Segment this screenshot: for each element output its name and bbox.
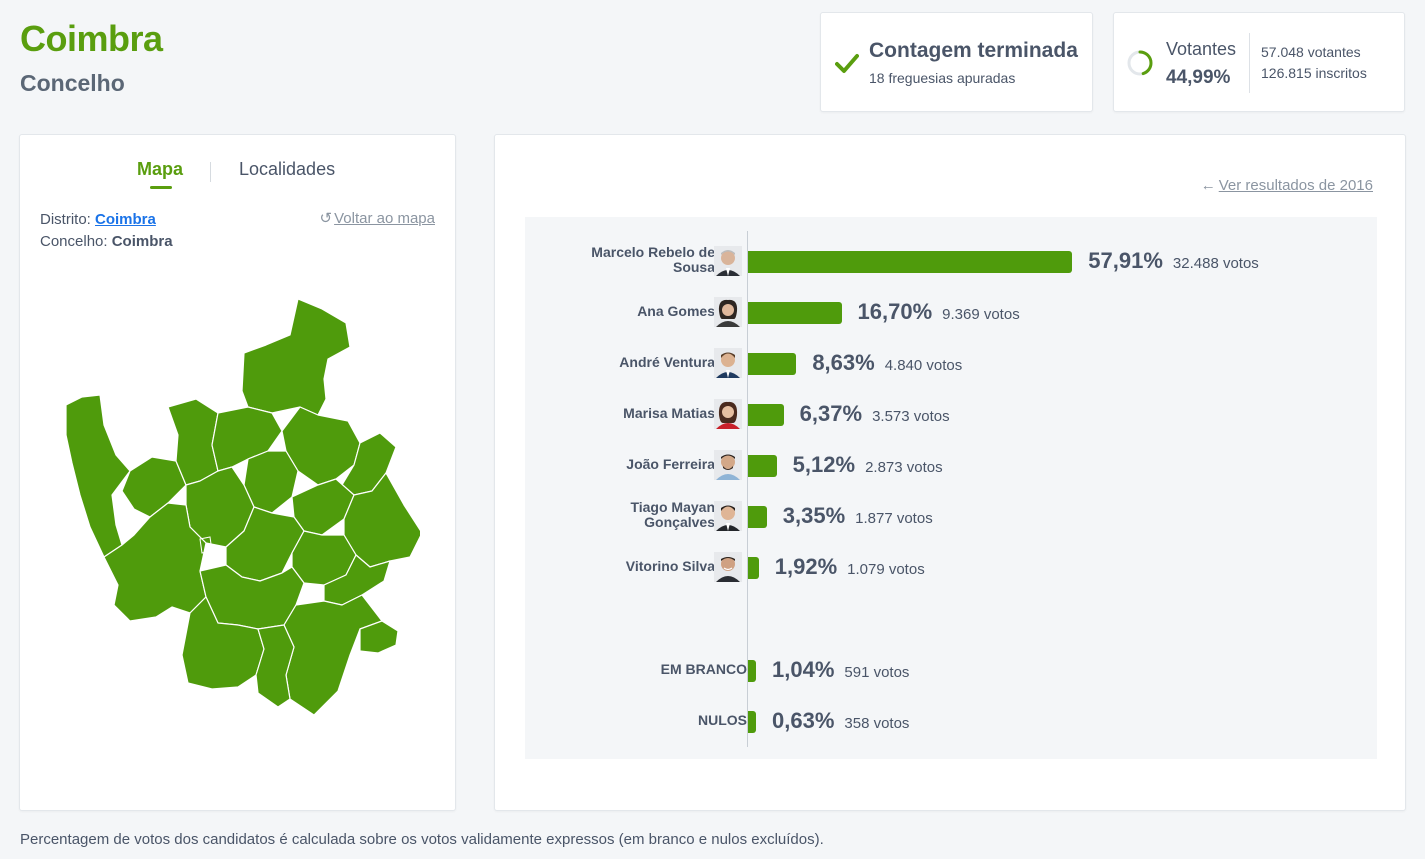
map-parish (65, 394, 131, 558)
distrito-link[interactable]: Coimbra (95, 211, 156, 228)
results-panel: ← Ver resultados de 2016 Marcelo Rebelo d… (494, 134, 1406, 811)
previous-results-link[interactable]: ← Ver resultados de 2016 (1201, 177, 1373, 194)
category-name: NULOS (698, 712, 747, 728)
turnout-ring-icon (1127, 50, 1153, 76)
concelho-value: Coimbra (111, 233, 173, 250)
divider (1249, 33, 1250, 93)
previous-results-label: Ver resultados de 2016 (1218, 177, 1373, 194)
page-subtitle: Concelho (20, 70, 125, 96)
count-status-subtitle: 18 freguesias apuradas (869, 70, 1016, 86)
percent-label: 57,91% (1088, 248, 1163, 273)
blank-votes-row: EM BRANCO 1,04% 591 votos (525, 650, 1377, 690)
location-info: Distrito: Coimbra Concelho: Coimbra (40, 209, 173, 253)
candidate-name: Vitorino Silva (625, 558, 715, 574)
votes-label: 591 votos (844, 664, 910, 681)
count-status-card: Contagem terminada 18 freguesias apurada… (820, 12, 1093, 112)
candidate-avatar (714, 297, 742, 327)
votes-label: 32.488 votos (1172, 255, 1259, 272)
candidate-avatar (714, 501, 742, 531)
percent-label: 1,04% (772, 657, 835, 682)
tab-divider (210, 162, 211, 182)
back-to-map-link[interactable]: ↺ Voltar ao mapa (320, 209, 435, 227)
map-parish (343, 472, 420, 568)
votes-label: 4.840 votos (884, 357, 963, 374)
concelho-map (65, 298, 420, 716)
percent-label: 3,35% (782, 503, 846, 528)
map-enclave (199, 536, 213, 554)
bar-segment (748, 353, 797, 375)
bar-segment (748, 660, 756, 682)
bar-segment (748, 506, 767, 528)
candidate-name: André Ventura (619, 354, 715, 370)
turnout-card: Votantes 44,99% 57.048 votantes 126.815 … (1113, 12, 1405, 112)
candidate-row: Marisa Matias 6,37% 3.573 votos (525, 394, 1377, 434)
candidate-name: Ana Gomes (637, 303, 715, 319)
back-to-map-label: Voltar ao mapa (334, 210, 435, 227)
candidate-row: Marcelo Rebelo de Sousa 57,91% 32.488 vo… (525, 241, 1377, 281)
map-parish (255, 624, 295, 708)
map-panel: Mapa Localidades Distrito: Coimbra Conce… (19, 134, 456, 811)
votes-label: 358 votos (844, 715, 910, 732)
votes-label: 9.369 votos (942, 306, 1020, 323)
candidate-name: Tiago Mayan Gonçalves (630, 499, 715, 530)
candidate-avatar (714, 450, 742, 480)
candidate-name: Marcelo Rebelo de Sousa (591, 244, 715, 275)
percent-label: 1,92% (774, 554, 838, 579)
footnote: Percentagem de votos dos candidatos é ca… (20, 831, 824, 848)
chart-axis-line (747, 231, 748, 747)
candidate-avatar (714, 348, 742, 378)
distrito-label: Distrito: (40, 211, 91, 228)
map-parish (359, 620, 399, 654)
bar-segment (748, 711, 756, 733)
candidate-row: André Ventura 8,63% 4.840 votos (525, 343, 1377, 383)
percent-label: 6,37% (799, 401, 863, 426)
count-status-title: Contagem terminada (869, 39, 1078, 62)
concelho-label: Concelho: (40, 233, 108, 250)
candidate-row: Ana Gomes 16,70% 9.369 votos (525, 292, 1377, 332)
registered-count: 126.815 inscritos (1261, 65, 1367, 81)
votes-label: 1.877 votos (855, 510, 933, 527)
results-chart: Marcelo Rebelo de Sousa 57,91% 32.488 vo… (525, 217, 1377, 759)
tab-mapa[interactable]: Mapa (137, 159, 184, 179)
candidate-name: João Ferreira (626, 456, 715, 472)
candidate-row: Vitorino Silva 1,92% 1.079 votos (525, 547, 1377, 587)
bar-segment (748, 302, 842, 324)
voters-count: 57.048 votantes (1261, 44, 1361, 60)
percent-label: 5,12% (792, 452, 856, 477)
candidate-row: Tiago Mayan Gonçalves 3,35% 1.877 votos (525, 496, 1377, 536)
votes-label: 3.573 votos (872, 408, 950, 425)
bar-segment (748, 251, 1073, 273)
turnout-percent: 44,99% (1166, 67, 1231, 88)
map-parish (241, 298, 351, 416)
arrow-left-icon: ← (1200, 177, 1216, 194)
view-tabs: Mapa Localidades (20, 159, 455, 199)
candidate-avatar (714, 399, 742, 429)
percent-label: 8,63% (812, 350, 875, 375)
candidate-avatar (714, 246, 742, 276)
null-votes-row: NULOS 0,63% 358 votos (525, 701, 1377, 741)
active-tab-indicator (150, 186, 172, 189)
percent-label: 16,70% (857, 299, 933, 324)
tab-localidades[interactable]: Localidades (239, 159, 336, 179)
candidate-row: João Ferreira 5,12% 2.873 votos (525, 445, 1377, 485)
bar-segment (748, 557, 759, 579)
votes-label: 2.873 votos (865, 459, 943, 476)
undo-icon: ↺ (319, 210, 333, 227)
map-parish (283, 594, 383, 716)
bar-segment (748, 455, 777, 477)
check-icon (835, 54, 859, 73)
candidate-avatar (714, 552, 742, 582)
bar-segment (748, 404, 784, 426)
page-title: Coimbra (20, 18, 163, 59)
category-name: EM BRANCO (660, 661, 747, 677)
turnout-label: Votantes (1166, 39, 1237, 59)
candidate-name: Marisa Matias (623, 405, 715, 421)
votes-label: 1.079 votos (847, 561, 925, 578)
percent-label: 0,63% (772, 708, 835, 733)
